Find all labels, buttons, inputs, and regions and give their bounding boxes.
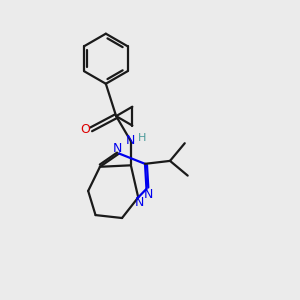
Text: O: O [80,123,90,136]
Text: H: H [138,133,146,142]
Text: N: N [135,196,144,209]
Text: N: N [113,142,122,155]
Text: N: N [143,188,153,201]
Text: N: N [125,134,135,147]
